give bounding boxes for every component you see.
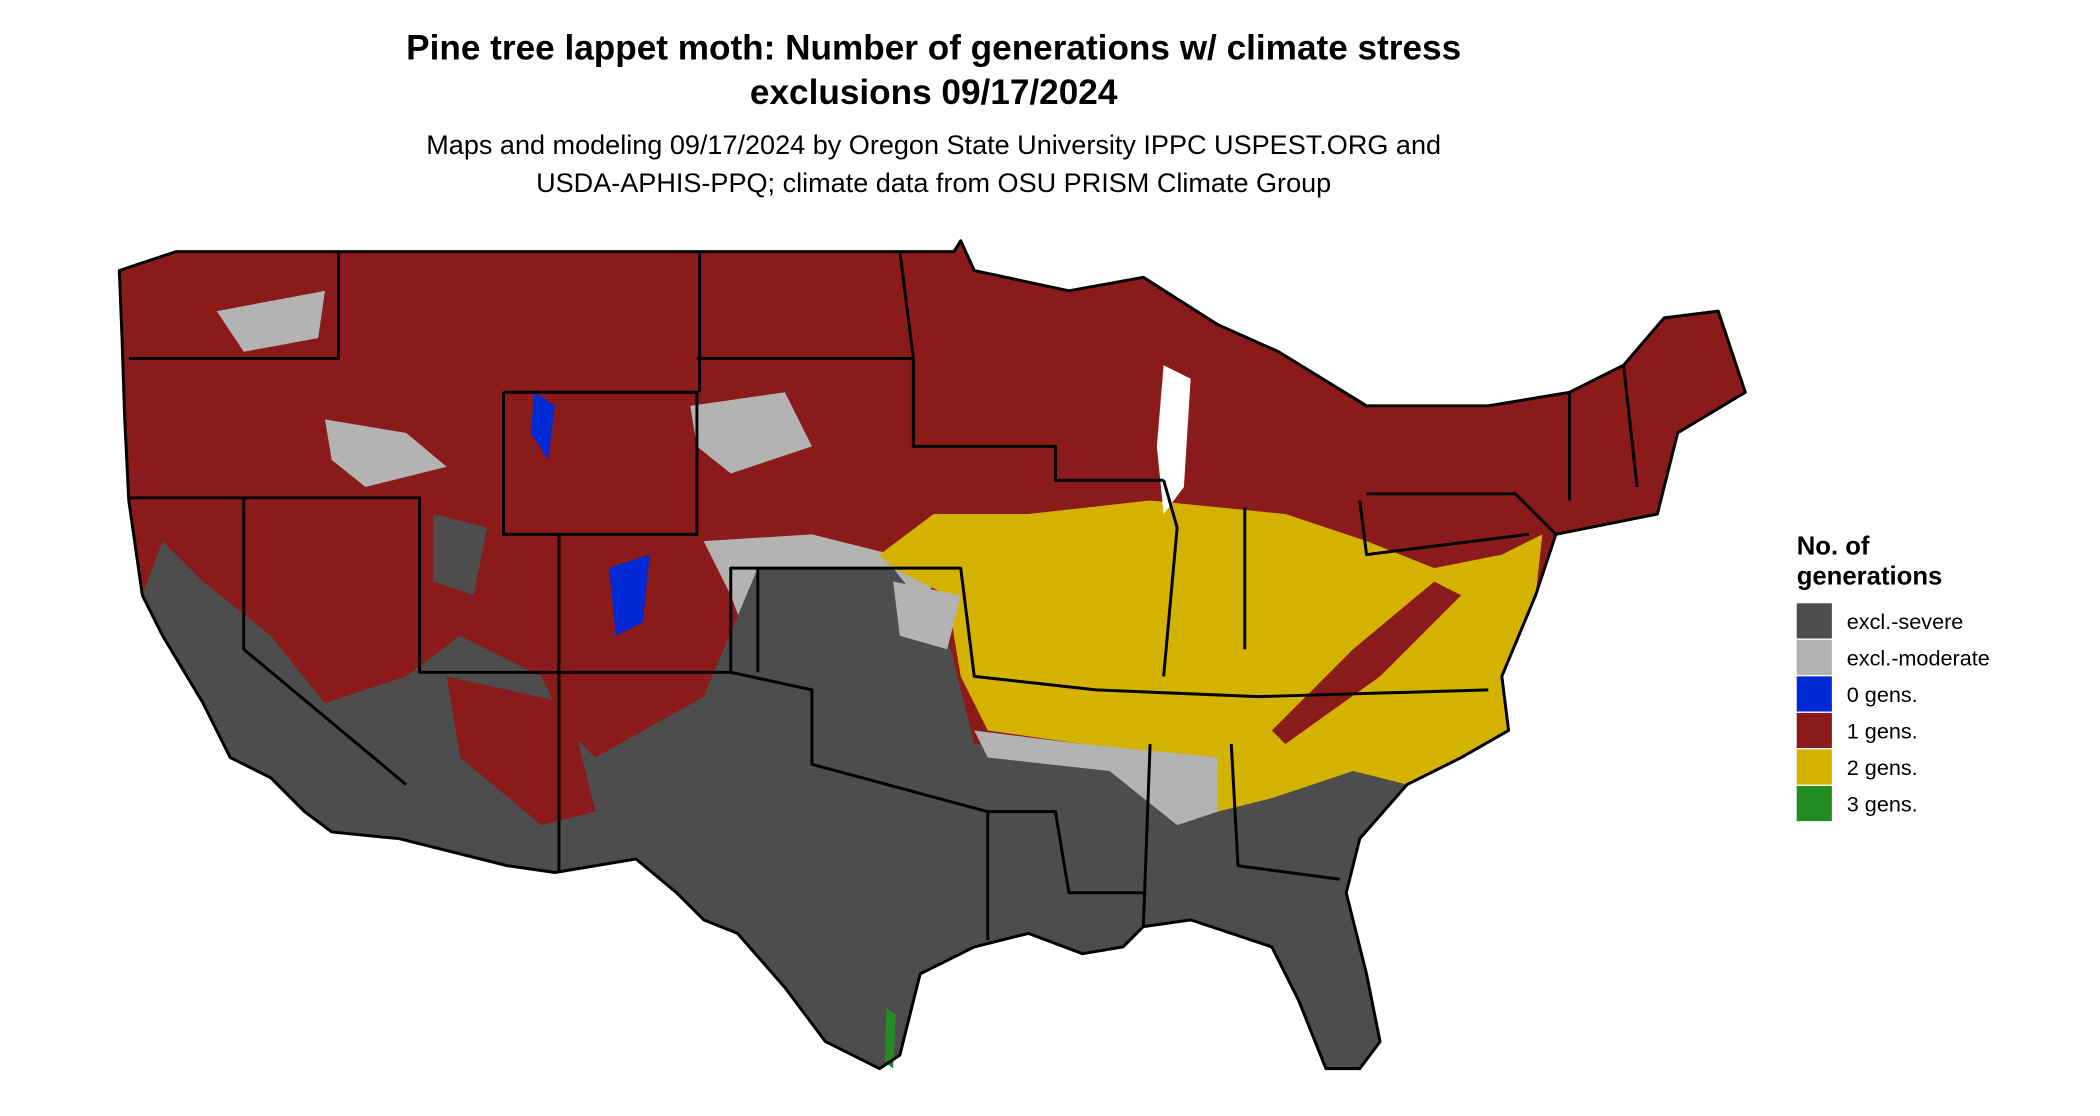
region-excl-severe (433, 514, 488, 596)
legend-swatch (1796, 749, 1832, 785)
legend-items: excl.-severe excl.-moderate 0 gens. 1 gens.… (1796, 603, 1990, 822)
legend-label: excl.-moderate (1847, 646, 1990, 671)
legend-swatch (1796, 676, 1832, 712)
subtitle: USDA-APHIS-PPQ; climate data from OSU PR… (536, 168, 1331, 198)
legend-label: 1 gens. (1847, 719, 1918, 744)
region-1-gen (1271, 581, 1462, 744)
title: exclusions 09/17/2024 (750, 73, 1118, 112)
legend-label: 0 gens. (1847, 682, 1918, 707)
region-excl-moderate (324, 419, 447, 487)
region-excl-moderate (893, 581, 961, 650)
title: Pine tree lappet moth: Number of generat… (406, 29, 1461, 68)
legend-swatch (1796, 712, 1832, 749)
legend-label: 2 gens. (1847, 755, 1918, 780)
region-0-gen (609, 554, 650, 636)
legend: No. of generations excl.-severe excl.-mod… (1796, 533, 1990, 822)
legend-title: No. of (1797, 533, 1870, 561)
region-0-gen (530, 392, 555, 460)
region-excl-moderate (974, 730, 1218, 826)
lake-michigan (1156, 365, 1191, 515)
legend-swatch (1796, 603, 1832, 639)
region-2-gen (879, 500, 1543, 812)
legend-swatch (1796, 639, 1832, 676)
legend-title: generations (1797, 562, 1943, 590)
region-excl-moderate (690, 392, 812, 474)
state-borders (117, 239, 1747, 1071)
subtitle: Maps and modeling 09/17/2024 by Oregon S… (426, 130, 1441, 160)
legend-label: 3 gens. (1847, 792, 1918, 817)
region-3-gen (884, 1007, 896, 1069)
legend-swatch (1796, 785, 1832, 822)
legend-label: excl.-severe (1847, 609, 1964, 634)
map (117, 239, 1747, 1071)
